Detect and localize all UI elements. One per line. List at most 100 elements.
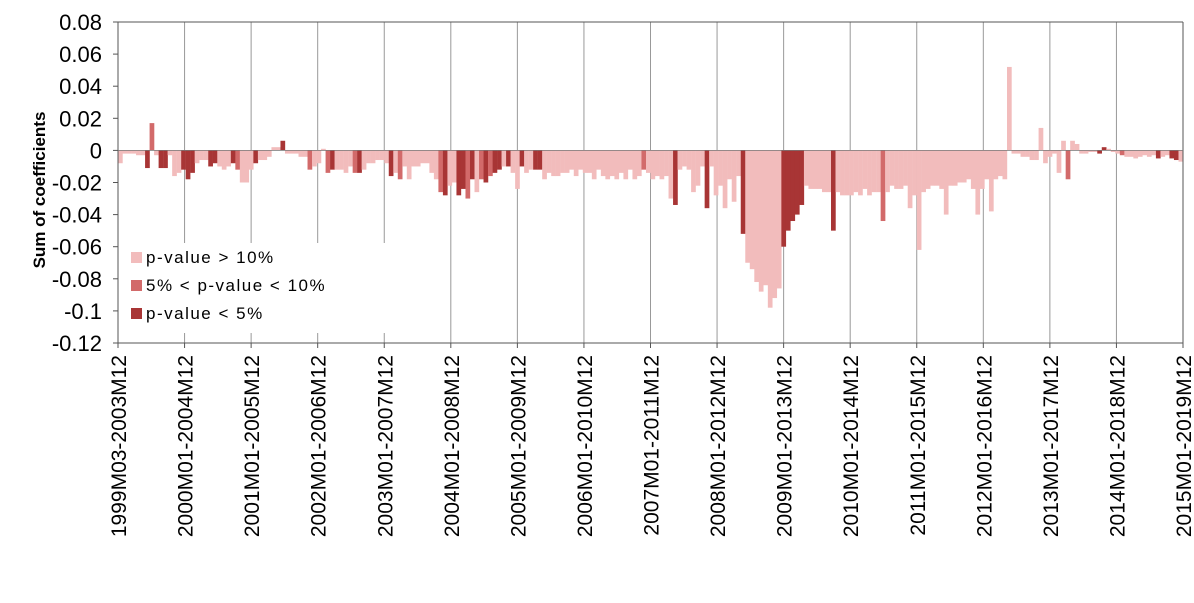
bar [366,150,371,164]
bar [889,150,895,186]
bar [497,150,502,170]
bar [176,150,182,173]
bar [614,150,620,180]
bar [677,150,683,170]
bar [948,150,954,186]
bar [469,150,475,180]
legend-label: 5% < p-value < 10% [146,276,326,295]
bar [826,150,832,193]
x-tick-labels: 1999M03-2003M12 2000M01-2004M12 2001M01-20… [108,343,1194,537]
bar [122,150,128,154]
bar [316,150,322,164]
x-tick-label: 2010M01-2014M12 [840,355,863,537]
bar [682,150,687,167]
bar [429,150,435,173]
bar [812,150,818,189]
bar [632,150,638,180]
bar [925,150,931,189]
bar [1142,150,1148,156]
bar [1173,150,1179,161]
bar [194,150,200,164]
bar [1097,150,1102,154]
bar [564,150,570,173]
bar [867,150,872,196]
bar [1038,127,1044,151]
legend-swatch [131,308,142,319]
x-tick-label: 2000M01-2004M12 [175,355,198,537]
bar [952,150,958,186]
bar [957,150,963,183]
bar [163,150,168,169]
bar [862,150,868,189]
bar [587,150,593,173]
bar [569,150,574,170]
bar [745,150,750,263]
bar [257,150,263,161]
bar [433,150,439,180]
y-tick-label: -0.08 [52,267,102,292]
bar [1119,150,1125,156]
legend: p-value > 10% 5% < p-value < 10% p-value <… [124,243,386,333]
y-tick-label: 0.02 [59,106,102,131]
bar [221,150,227,170]
bar [1164,150,1170,156]
bar [402,150,408,167]
bar [785,150,791,231]
bar [921,150,926,193]
x-tick-label: 2004M01-2008M12 [441,355,464,537]
bar [1020,150,1026,157]
bar [239,150,245,183]
bar [154,150,159,156]
bar [230,150,236,164]
bar [542,150,547,180]
x-tick-label: 2008M01-2012M12 [707,355,730,537]
bar [1079,150,1084,154]
bar [289,150,295,154]
bar [898,150,904,189]
bar [1011,150,1017,154]
bar [158,150,164,169]
bar [1074,143,1080,151]
bar [136,150,141,156]
bar [1007,66,1012,151]
bar [1056,150,1062,173]
bar [375,150,380,161]
bar [492,150,498,173]
x-tick-label: 2007M01-2011M12 [641,355,664,536]
bar [483,150,489,183]
bar [524,150,529,173]
bar [1002,150,1008,180]
bar [758,150,764,292]
bar [641,150,647,170]
bar [718,150,723,186]
bar [167,150,173,156]
bar [474,150,480,193]
legend-swatch [131,252,142,263]
x-tick-label: 2001M01-2005M12 [241,355,264,537]
bar [600,150,606,177]
bar [1155,150,1161,159]
bar [199,150,204,161]
bar [821,150,827,193]
bar [754,150,759,283]
bar [420,150,426,164]
bar [695,150,701,186]
bar [1106,148,1111,151]
bar [988,150,994,212]
bar [1151,150,1157,156]
bar [691,150,696,193]
x-tick-label: 2009M01-2013M12 [774,355,797,537]
x-tick-label: 1999M03-2003M12 [108,355,131,537]
bar [831,150,836,231]
bar [655,150,660,177]
bar [560,150,565,173]
bar [1169,150,1175,159]
bar [438,150,444,193]
y-tick-label: -0.12 [52,331,102,356]
bar [970,150,976,189]
x-tick-label: 2002M01-2006M12 [308,355,331,537]
bar [510,150,516,173]
bars [118,66,1184,308]
bar [185,150,191,180]
bar [325,150,331,173]
